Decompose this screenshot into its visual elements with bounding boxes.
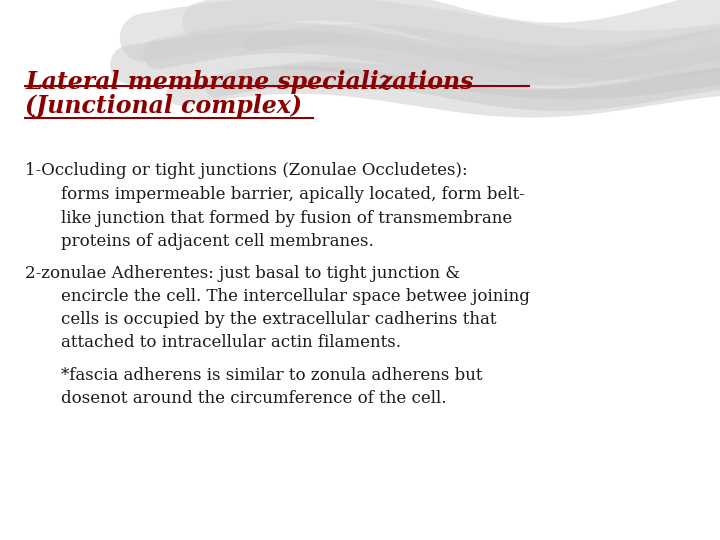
Text: Lateral membrane specializations: Lateral membrane specializations (25, 70, 474, 94)
Text: 1-Occluding or tight junctions (Zonulae Occludetes):: 1-Occluding or tight junctions (Zonulae … (25, 162, 468, 179)
Text: *fascia adherens is similar to zonula adherens but: *fascia adherens is similar to zonula ad… (61, 367, 482, 384)
Text: proteins of adjacent cell membranes.: proteins of adjacent cell membranes. (61, 233, 374, 249)
Text: 2-zonulae Adherentes: just basal to tight junction &: 2-zonulae Adherentes: just basal to tigh… (25, 265, 460, 281)
Text: (Junctional complex): (Junctional complex) (25, 94, 302, 118)
Text: like junction that formed by fusion of transmembrane: like junction that formed by fusion of t… (61, 210, 513, 226)
Text: forms impermeable barrier, apically located, form belt-: forms impermeable barrier, apically loca… (61, 186, 525, 203)
Text: attached to intracellular actin filaments.: attached to intracellular actin filament… (61, 334, 401, 351)
Text: dosenot around the circumference of the cell.: dosenot around the circumference of the … (61, 390, 446, 407)
Text: cells is occupied by the extracellular cadherins that: cells is occupied by the extracellular c… (61, 311, 497, 328)
Text: encircle the cell. The intercellular space betwee joining: encircle the cell. The intercellular spa… (61, 288, 530, 305)
